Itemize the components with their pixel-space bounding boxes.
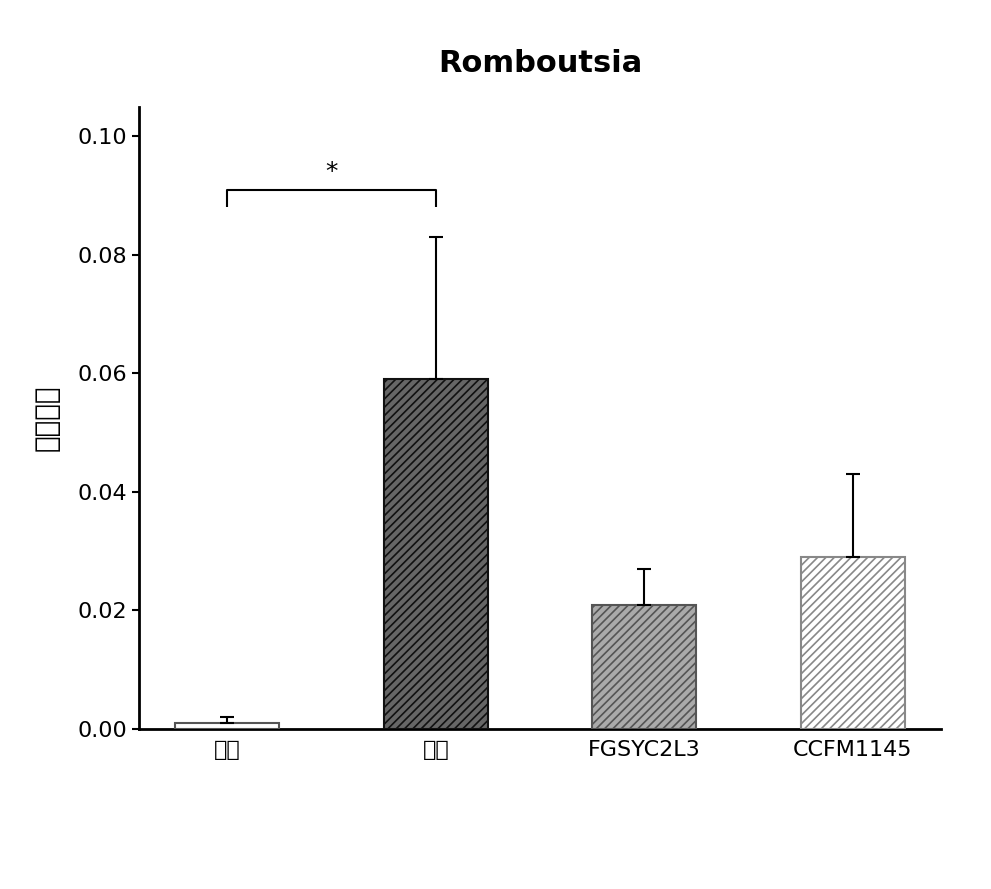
Title: Romboutsia: Romboutsia: [438, 49, 642, 78]
Bar: [801, 557, 905, 729]
Bar: [175, 723, 279, 729]
Y-axis label: 相对丰度: 相对丰度: [33, 385, 60, 451]
Bar: [384, 380, 488, 729]
Text: *: *: [325, 160, 338, 184]
Bar: [593, 605, 697, 729]
